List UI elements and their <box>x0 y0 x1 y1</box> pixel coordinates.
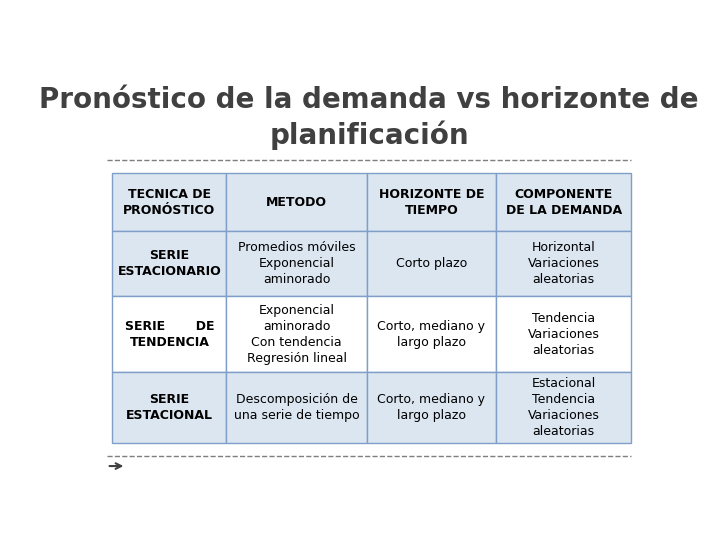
Text: HORIZONTE DE
TIEMPO: HORIZONTE DE TIEMPO <box>379 187 485 217</box>
Bar <box>496 231 631 295</box>
Bar <box>496 173 631 231</box>
Bar <box>366 295 496 373</box>
Text: Corto, mediano y
largo plazo: Corto, mediano y largo plazo <box>377 320 485 348</box>
Bar <box>496 295 631 373</box>
Text: SERIE       DE
TENDENCIA: SERIE DE TENDENCIA <box>125 320 214 348</box>
Text: METODO: METODO <box>266 195 327 208</box>
Text: Pronóstico de la demanda vs horizonte de
planificación: Pronóstico de la demanda vs horizonte de… <box>40 85 698 150</box>
Text: Descomposición de
una serie de tiempo: Descomposición de una serie de tiempo <box>234 393 359 422</box>
Bar <box>112 231 227 295</box>
Bar <box>366 173 496 231</box>
Bar <box>227 295 366 373</box>
Text: Corto, mediano y
largo plazo: Corto, mediano y largo plazo <box>377 393 485 422</box>
Text: Estacional
Tendencia
Variaciones
aleatorias: Estacional Tendencia Variaciones aleator… <box>528 377 600 438</box>
Text: SERIE
ESTACIONAL: SERIE ESTACIONAL <box>126 393 213 422</box>
Text: Tendencia
Variaciones
aleatorias: Tendencia Variaciones aleatorias <box>528 312 600 356</box>
Bar <box>112 295 227 373</box>
Bar <box>366 373 496 443</box>
Text: Corto plazo: Corto plazo <box>396 257 467 270</box>
Text: Horizontal
Variaciones
aleatorias: Horizontal Variaciones aleatorias <box>528 241 600 286</box>
Bar <box>112 373 227 443</box>
Text: TECNICA DE
PRONÓSTICO: TECNICA DE PRONÓSTICO <box>123 187 215 217</box>
Bar <box>227 373 366 443</box>
Bar <box>366 231 496 295</box>
Bar <box>112 173 227 231</box>
Bar <box>227 173 366 231</box>
Text: COMPONENTE
DE LA DEMANDA: COMPONENTE DE LA DEMANDA <box>505 187 622 217</box>
Text: Exponencial
aminorado
Con tendencia
Regresión lineal: Exponencial aminorado Con tendencia Regr… <box>246 303 346 364</box>
Text: Promedios móviles
Exponencial
aminorado: Promedios móviles Exponencial aminorado <box>238 241 356 286</box>
Bar <box>496 373 631 443</box>
Text: SERIE
ESTACIONARIO: SERIE ESTACIONARIO <box>117 249 221 278</box>
Bar <box>227 231 366 295</box>
